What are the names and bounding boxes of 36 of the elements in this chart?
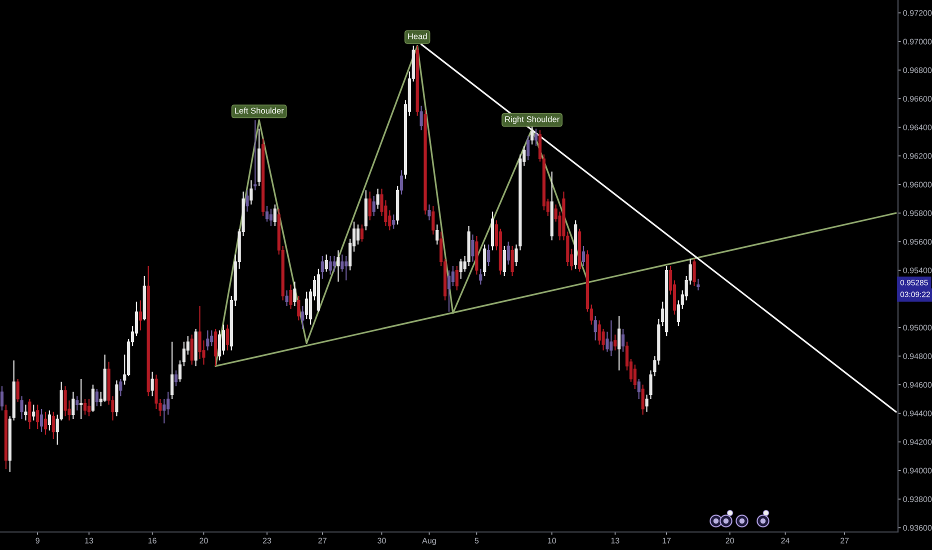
x-tick-label: 16 bbox=[148, 538, 156, 544]
y-tick-label: 0.95400 bbox=[903, 268, 932, 274]
x-tick-label: 20 bbox=[726, 538, 734, 544]
x-tick-label: 20 bbox=[200, 538, 208, 544]
y-tick-label: 0.96800 bbox=[903, 67, 932, 74]
x-tick-label: 27 bbox=[840, 538, 849, 544]
y-tick-label: 0.95000 bbox=[903, 324, 932, 330]
x-tick-label: 10 bbox=[548, 538, 556, 544]
annotation: Head bbox=[408, 33, 427, 40]
x-tick-label: 5 bbox=[474, 538, 479, 544]
y-tick-label: 0.95800 bbox=[903, 210, 932, 216]
x-tick-label: 30 bbox=[378, 538, 386, 544]
y-tick-label: 0.97200 bbox=[903, 10, 932, 16]
x-tick-label: 27 bbox=[318, 538, 326, 544]
x-tick-label: 17 bbox=[662, 538, 671, 544]
y-tick-label: 0.96000 bbox=[903, 182, 932, 188]
y-tick-label: 0.94600 bbox=[903, 382, 932, 388]
x-tick-label: 13 bbox=[85, 538, 94, 544]
y-tick-label: 0.94800 bbox=[903, 353, 932, 360]
annotation: Right Shoulder bbox=[505, 116, 560, 124]
x-tick-label: 13 bbox=[611, 538, 620, 544]
y-tick-label: 0.96400 bbox=[903, 124, 932, 130]
x-tick-label: Aug bbox=[422, 538, 436, 546]
y-tick-label: 0.97000 bbox=[903, 38, 932, 44]
y-tick-label: 0.94000 bbox=[903, 468, 932, 474]
y-tick-label: 0.94400 bbox=[903, 410, 932, 416]
y-tick-label: 0.93800 bbox=[903, 496, 932, 502]
x-tick-label: 9 bbox=[36, 538, 40, 544]
y-tick-label: 0.95600 bbox=[903, 238, 932, 245]
x-tick-label: 24 bbox=[781, 538, 790, 544]
y-tick-label: 0.93600 bbox=[903, 525, 932, 531]
y-tick-label: 0.94200 bbox=[903, 439, 932, 445]
x-tick-label: 23 bbox=[262, 538, 272, 544]
y-tick-label: 0.96600 bbox=[903, 96, 932, 102]
y-tick-label: 0.96200 bbox=[903, 153, 932, 159]
annotation: Left Shoulder bbox=[235, 108, 284, 114]
